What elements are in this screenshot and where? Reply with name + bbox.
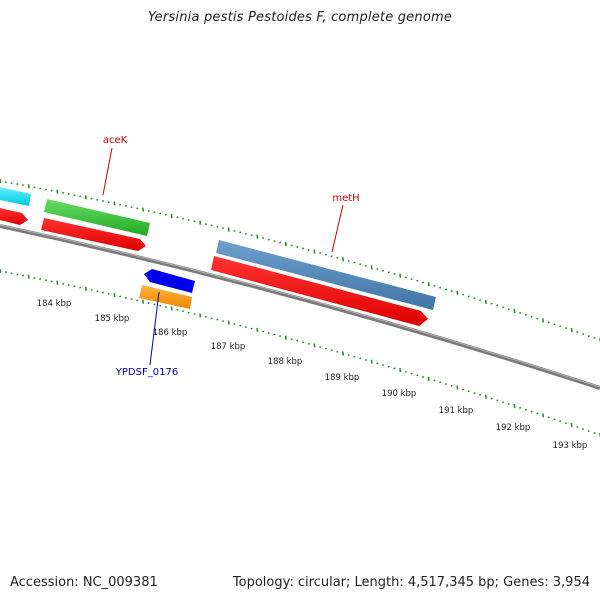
tick-label: 190 kbp (382, 389, 417, 399)
tick-label: 192 kbp (496, 423, 531, 433)
gene-label-acek: aceK (103, 135, 128, 146)
gene-ypdsf-orange[interactable] (139, 285, 192, 309)
tick-label: 187 kbp (211, 342, 246, 352)
map-title: Yersinia pestis Pestoides F, complete ge… (147, 10, 453, 25)
gene-meth-blue[interactable] (216, 240, 436, 310)
tick-label: 184 kbp (37, 299, 72, 309)
genome-backbone (0, 224, 600, 390)
gene-ypdsf-blue[interactable] (144, 269, 195, 293)
ruler-ticks (0, 268, 600, 438)
tick-label: 189 kbp (325, 373, 360, 383)
tick-label: 185 kbp (95, 314, 130, 324)
tick-label: 191 kbp (439, 406, 474, 416)
gene-acek-red[interactable] (41, 218, 146, 251)
tick-label: 186 kbp (153, 328, 188, 338)
ypdsf-leader (149, 291, 160, 366)
accession-text: Accession: NC_009381 (10, 575, 158, 590)
gene-label-meth: metH (332, 193, 359, 204)
tick-label: 188 kbp (268, 357, 303, 367)
gc-tick-row-upper (0, 178, 600, 343)
acek-leader (102, 147, 113, 196)
gene-cyan[interactable] (0, 187, 31, 206)
gene-red-left[interactable] (0, 208, 28, 225)
genome-summary-text: Topology: circular; Length: 4,517,345 bp… (232, 575, 590, 590)
gene-meth-red[interactable] (211, 256, 428, 326)
gene-label-ypdsf-0176: YPDSF_0176 (115, 367, 178, 378)
gene-acek-green[interactable] (44, 199, 150, 236)
tick-label: 193 kbp (553, 441, 588, 451)
meth-leader (331, 204, 344, 253)
